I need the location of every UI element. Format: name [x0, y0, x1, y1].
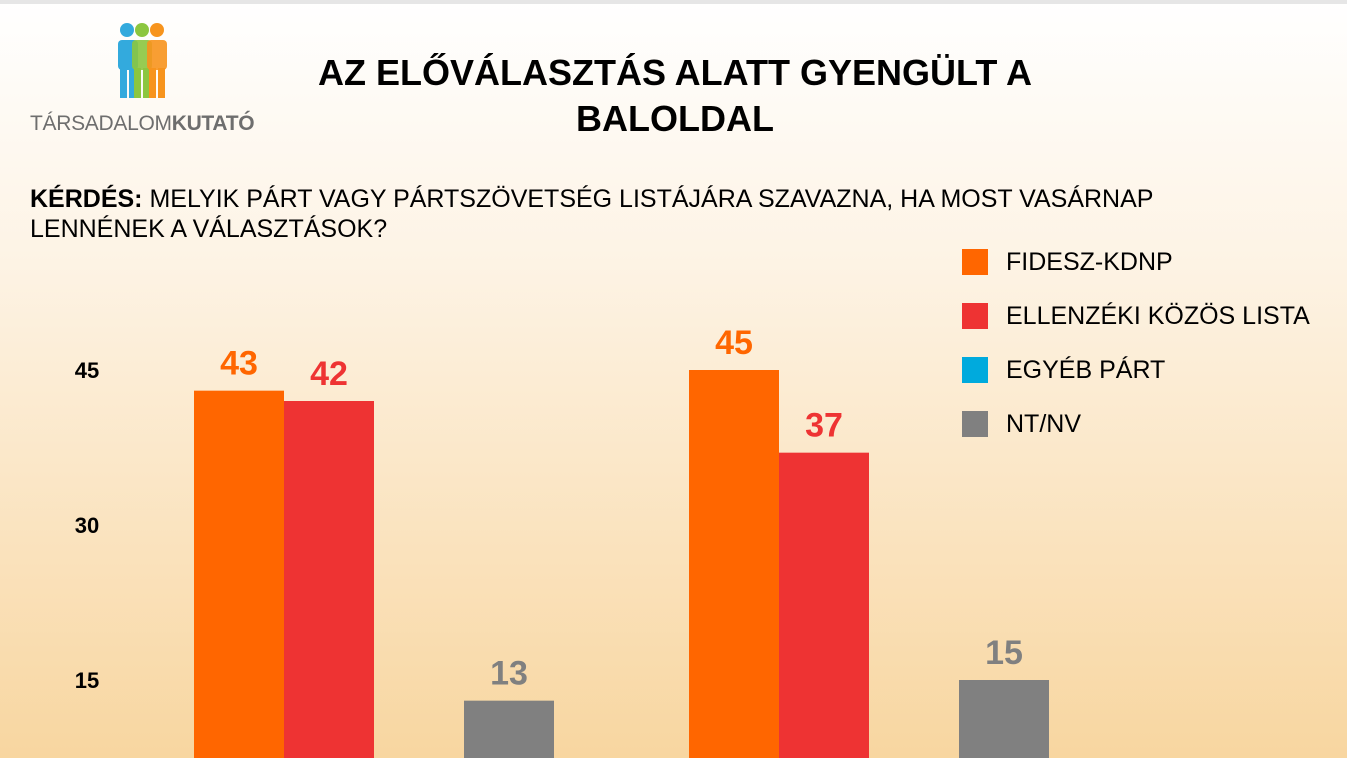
question-text: KÉRDÉS: MELYIK PÁRT VAGY PÁRTSZÖVETSÉG L…	[30, 184, 1290, 244]
logo-text: TÁRSADALOMKUTATÓ	[30, 112, 255, 135]
legend-label: NT/NV	[1006, 409, 1081, 438]
bar	[464, 700, 554, 758]
logo-people-icon	[118, 23, 167, 98]
data-label: 45	[715, 324, 753, 362]
bar	[689, 370, 779, 758]
data-label: 37	[805, 407, 843, 445]
data-label: 42	[310, 355, 348, 393]
bar	[194, 390, 284, 758]
top-border	[0, 0, 1347, 4]
legend-label: ELLENZÉKI KÖZÖS LISTA	[1006, 301, 1310, 330]
legend-item-ntnv: NT/NV	[962, 410, 1310, 438]
y-tick-label: 45	[75, 358, 99, 383]
bar	[284, 401, 374, 758]
legend-swatch	[962, 357, 988, 383]
data-label: 43	[220, 345, 258, 383]
bar	[959, 680, 1049, 758]
chart-legend: FIDESZ-KDNP ELLENZÉKI KÖZÖS LISTA EGYÉB …	[962, 248, 1310, 464]
legend-label: FIDESZ-KDNP	[1006, 247, 1173, 276]
legend-item-fidesz: FIDESZ-KDNP	[962, 248, 1310, 276]
bar	[779, 452, 869, 758]
data-label: 13	[490, 655, 528, 693]
y-tick-label: 15	[75, 668, 99, 693]
legend-swatch	[962, 303, 988, 329]
legend-label: EGYÉB PÁRT	[1006, 355, 1166, 384]
legend-item-ellenzek: ELLENZÉKI KÖZÖS LISTA	[962, 302, 1310, 330]
y-tick-label: 30	[75, 513, 99, 538]
data-label: 15	[985, 634, 1023, 672]
page-title: AZ ELŐVÁLASZTÁS ALATT GYENGÜLT A BALOLDA…	[318, 52, 1032, 139]
question-prefix: KÉRDÉS:	[30, 185, 143, 213]
legend-swatch	[962, 411, 988, 437]
legend-item-egyeb: EGYÉB PÁRT	[962, 356, 1310, 384]
question-body: MELYIK PÁRT VAGY PÁRTSZÖVETSÉG LISTÁJÁRA…	[30, 185, 1154, 243]
legend-swatch	[962, 249, 988, 275]
